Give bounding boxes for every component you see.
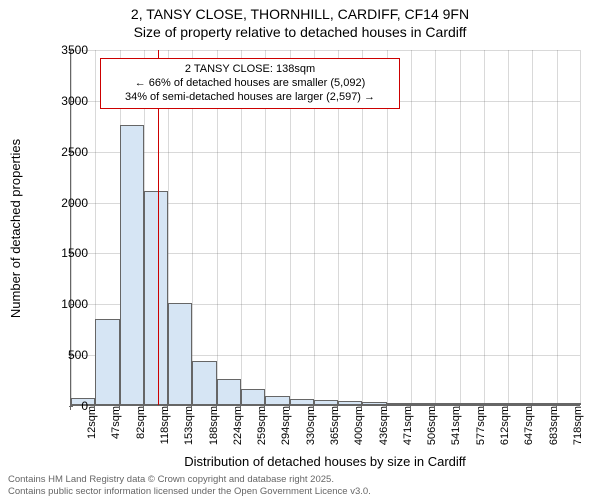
x-tick-label: 718sqm bbox=[572, 406, 584, 452]
y-tick-label: 3500 bbox=[38, 43, 88, 57]
callout-line-3: 34% of semi-detached houses are larger (… bbox=[107, 91, 393, 105]
x-tick-label: 82sqm bbox=[135, 406, 147, 452]
bar bbox=[314, 400, 338, 405]
y-tick-mark bbox=[69, 355, 73, 356]
y-tick-label: 3000 bbox=[38, 94, 88, 108]
x-axis-label: Distribution of detached houses by size … bbox=[70, 454, 580, 469]
property-size-chart: 2, TANSY CLOSE, THORNHILL, CARDIFF, CF14… bbox=[0, 0, 600, 500]
x-tick-label: 188sqm bbox=[208, 406, 220, 452]
gridline-v bbox=[411, 50, 412, 405]
x-tick-label: 647sqm bbox=[523, 406, 535, 452]
x-tick-mark bbox=[313, 406, 314, 410]
x-tick-mark bbox=[216, 406, 217, 410]
bar bbox=[435, 403, 459, 405]
gridline-v bbox=[435, 50, 436, 405]
property-callout: 2 TANSY CLOSE: 138sqm← 66% of detached h… bbox=[100, 58, 400, 109]
x-tick-mark bbox=[337, 406, 338, 410]
x-tick-label: 400sqm bbox=[353, 406, 365, 452]
bar bbox=[508, 403, 532, 405]
y-tick-mark bbox=[69, 152, 73, 153]
x-tick-mark bbox=[531, 406, 532, 410]
x-tick-label: 47sqm bbox=[110, 406, 122, 452]
gridline-v bbox=[484, 50, 485, 405]
x-tick-label: 365sqm bbox=[329, 406, 341, 452]
x-tick-label: 259sqm bbox=[256, 406, 268, 452]
bar bbox=[557, 403, 581, 405]
x-tick-label: 577sqm bbox=[475, 406, 487, 452]
bar bbox=[460, 403, 484, 405]
bar bbox=[362, 402, 386, 405]
x-tick-mark bbox=[289, 406, 290, 410]
gridline-v bbox=[557, 50, 558, 405]
bar bbox=[484, 403, 508, 405]
y-tick-label: 2000 bbox=[38, 196, 88, 210]
chart-footer: Contains HM Land Registry data © Crown c… bbox=[8, 474, 371, 497]
x-tick-mark bbox=[386, 406, 387, 410]
bar bbox=[290, 399, 314, 405]
x-tick-mark bbox=[483, 406, 484, 410]
x-tick-mark bbox=[410, 406, 411, 410]
y-tick-mark bbox=[69, 50, 73, 51]
bar bbox=[95, 319, 119, 405]
bar bbox=[217, 379, 241, 405]
footer-line-1: Contains HM Land Registry data © Crown c… bbox=[8, 474, 371, 485]
x-tick-label: 153sqm bbox=[183, 406, 195, 452]
bar bbox=[532, 403, 556, 405]
y-tick-mark bbox=[69, 304, 73, 305]
y-tick-mark bbox=[69, 101, 73, 102]
x-tick-mark bbox=[167, 406, 168, 410]
x-tick-label: 541sqm bbox=[450, 406, 462, 452]
bar bbox=[241, 389, 265, 405]
y-tick-label: 2500 bbox=[38, 145, 88, 159]
footer-line-2: Contains public sector information licen… bbox=[8, 486, 371, 497]
x-tick-mark bbox=[191, 406, 192, 410]
y-tick-mark bbox=[69, 203, 73, 204]
callout-line-1: 2 TANSY CLOSE: 138sqm bbox=[107, 63, 393, 77]
x-tick-mark bbox=[459, 406, 460, 410]
x-tick-mark bbox=[264, 406, 265, 410]
x-tick-label: 118sqm bbox=[159, 406, 171, 452]
x-tick-label: 224sqm bbox=[232, 406, 244, 452]
x-tick-label: 330sqm bbox=[305, 406, 317, 452]
x-tick-label: 506sqm bbox=[426, 406, 438, 452]
bar bbox=[168, 303, 192, 405]
y-tick-label: 1500 bbox=[38, 246, 88, 260]
gridline-h bbox=[71, 50, 580, 51]
y-tick-label: 0 bbox=[38, 399, 88, 413]
y-tick-label: 500 bbox=[38, 348, 88, 362]
bar bbox=[144, 191, 168, 405]
x-tick-label: 612sqm bbox=[499, 406, 511, 452]
gridline-v bbox=[580, 50, 581, 405]
x-tick-mark bbox=[556, 406, 557, 410]
x-tick-mark bbox=[119, 406, 120, 410]
chart-title-sub: Size of property relative to detached ho… bbox=[0, 24, 600, 40]
y-tick-label: 1000 bbox=[38, 297, 88, 311]
gridline-v bbox=[508, 50, 509, 405]
x-tick-label: 12sqm bbox=[86, 406, 98, 452]
callout-line-2: ← 66% of detached houses are smaller (5,… bbox=[107, 77, 393, 91]
x-tick-label: 471sqm bbox=[402, 406, 414, 452]
x-tick-mark bbox=[94, 406, 95, 410]
x-tick-label: 436sqm bbox=[378, 406, 390, 452]
y-axis-label: Number of detached properties bbox=[8, 50, 24, 406]
gridline-v bbox=[532, 50, 533, 405]
x-tick-label: 683sqm bbox=[548, 406, 560, 452]
bar bbox=[338, 401, 362, 405]
bar bbox=[120, 125, 144, 405]
x-tick-mark bbox=[143, 406, 144, 410]
y-tick-mark bbox=[69, 253, 73, 254]
x-tick-mark bbox=[434, 406, 435, 410]
bar bbox=[387, 403, 411, 405]
x-tick-mark bbox=[240, 406, 241, 410]
gridline-v bbox=[460, 50, 461, 405]
gridline-h bbox=[71, 152, 580, 153]
chart-title-main: 2, TANSY CLOSE, THORNHILL, CARDIFF, CF14… bbox=[0, 6, 600, 22]
x-tick-mark bbox=[507, 406, 508, 410]
bar bbox=[265, 396, 289, 405]
bar bbox=[192, 361, 216, 405]
bar bbox=[411, 403, 435, 405]
x-tick-mark bbox=[361, 406, 362, 410]
x-tick-label: 294sqm bbox=[280, 406, 292, 452]
x-tick-mark bbox=[70, 406, 71, 410]
